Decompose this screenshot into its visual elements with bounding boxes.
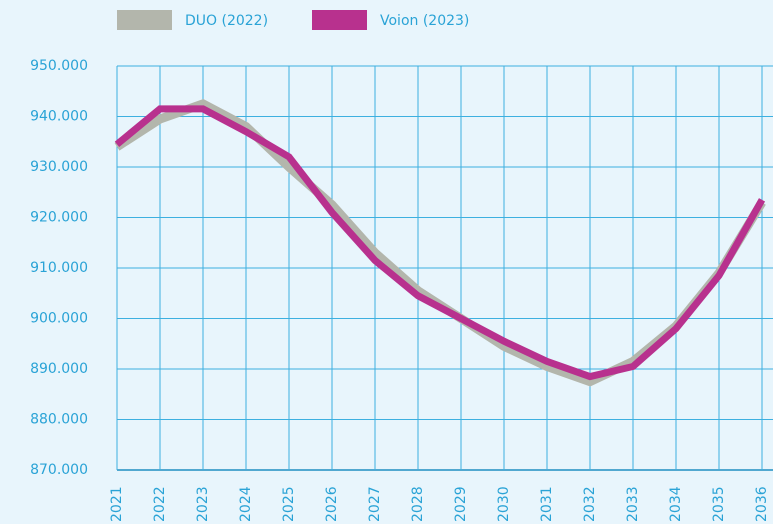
legend-label: DUO (2022) [185,13,268,29]
y-tick-label: 920.000 [30,210,88,226]
y-tick-label: 890.000 [30,361,88,377]
y-tick-label: 880.000 [30,412,88,428]
x-tick-label: 2034 [668,486,684,522]
x-tick-label: 2025 [281,486,297,522]
legend-swatch [312,10,367,30]
x-tick-label: 2032 [582,486,598,522]
x-tick-label: 2021 [109,486,125,522]
x-tick-label: 2035 [711,486,727,522]
y-tick-label: 940.000 [30,109,88,125]
y-tick-label: 910.000 [30,260,88,276]
x-tick-label: 2036 [754,486,770,522]
x-tick-label: 2022 [152,486,168,522]
legend-label: Voion (2023) [380,13,469,29]
y-tick-label: 900.000 [30,311,88,327]
x-tick-label: 2031 [539,486,555,522]
series-line [114,105,766,381]
x-tick-label: 2024 [238,486,254,522]
x-tick-label: 2023 [195,486,211,522]
x-tick-label: 2028 [410,486,426,522]
x-tick-label: 2030 [496,486,512,522]
x-tick-label: 2029 [453,486,469,522]
y-tick-label: 930.000 [30,159,88,175]
x-tick-label: 2026 [324,486,340,522]
x-tick-label: 2033 [625,486,641,522]
x-tick-label: 2027 [367,486,383,522]
legend-swatch [117,10,172,30]
y-tick-label: 950.000 [30,58,88,74]
y-tick-label: 870.000 [30,462,88,478]
